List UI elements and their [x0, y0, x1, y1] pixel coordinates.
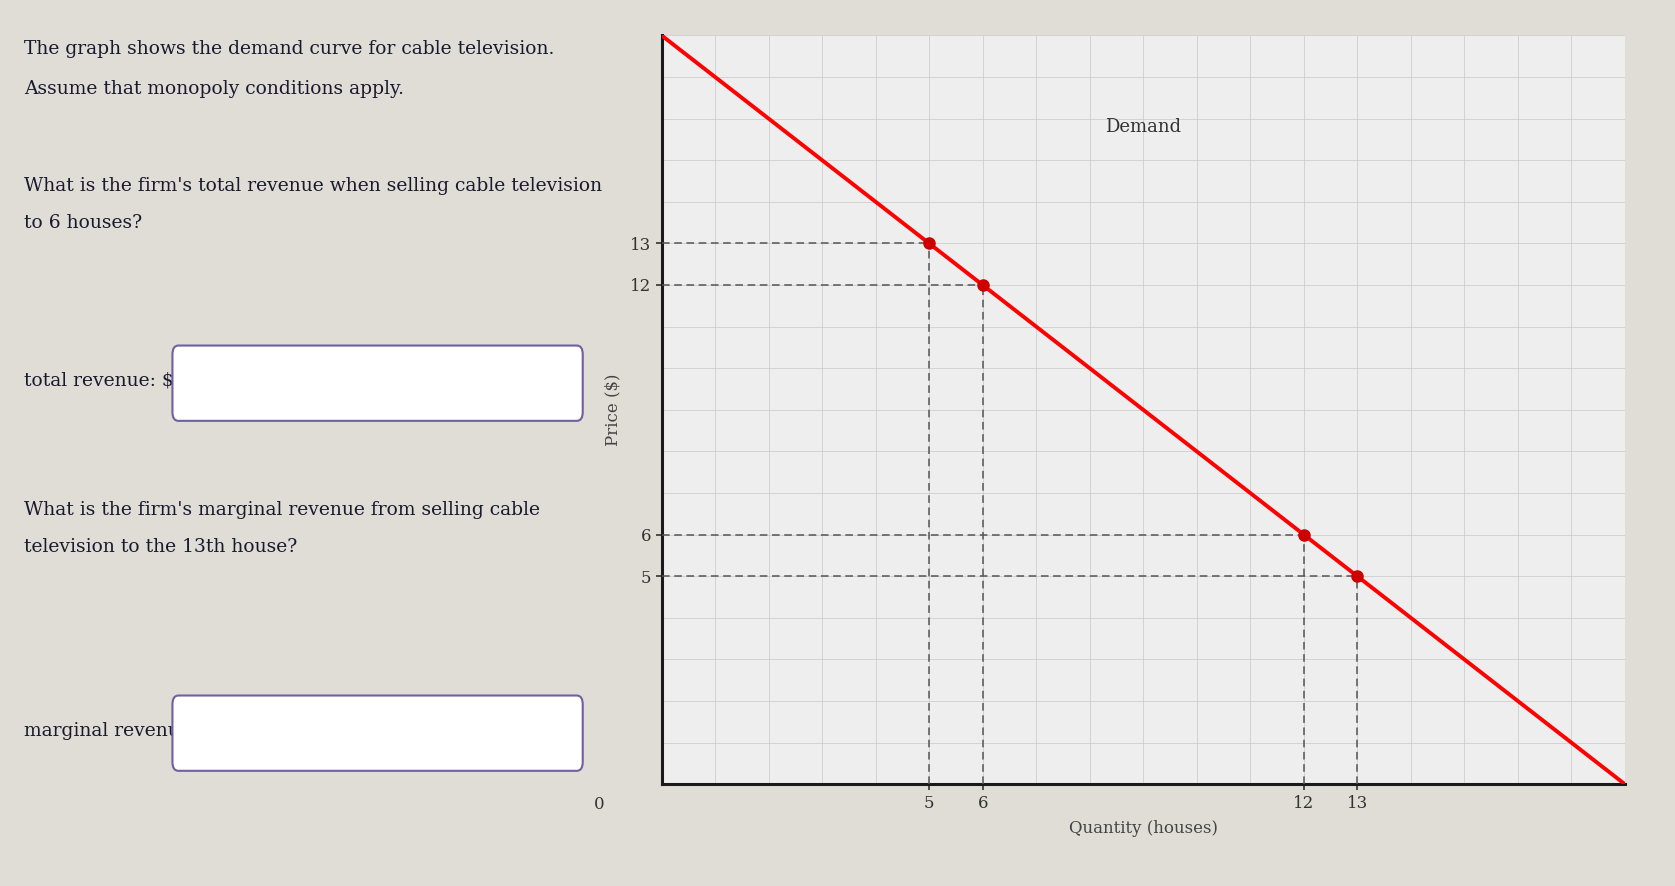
Text: Demand: Demand: [1106, 118, 1181, 136]
Text: television to the 13th house?: television to the 13th house?: [23, 538, 296, 556]
X-axis label: Quantity (houses): Quantity (houses): [1069, 820, 1218, 837]
Text: marginal revenue: $: marginal revenue: $: [23, 722, 214, 740]
FancyBboxPatch shape: [173, 696, 583, 771]
Text: Assume that monopoly conditions apply.: Assume that monopoly conditions apply.: [23, 80, 404, 97]
Text: The graph shows the demand curve for cable television.: The graph shows the demand curve for cab…: [23, 40, 554, 58]
Text: total revenue: $: total revenue: $: [23, 372, 174, 390]
Text: to 6 houses?: to 6 houses?: [23, 214, 142, 232]
Y-axis label: Price ($): Price ($): [605, 374, 621, 446]
FancyBboxPatch shape: [173, 346, 583, 421]
Text: What is the firm's total revenue when selling cable television: What is the firm's total revenue when se…: [23, 177, 601, 195]
Text: 0: 0: [595, 796, 605, 813]
Text: What is the firm's marginal revenue from selling cable: What is the firm's marginal revenue from…: [23, 501, 539, 518]
